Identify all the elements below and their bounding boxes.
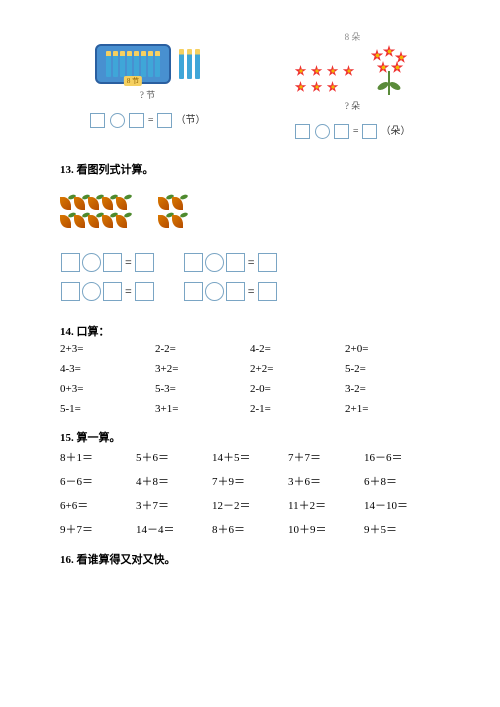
q15-heading: 15. 算一算。 [60, 429, 440, 445]
blank-box [129, 113, 144, 128]
blank-op [315, 124, 330, 139]
blank-box [295, 124, 310, 139]
blank-box [157, 113, 172, 128]
battery-under-label: ? 节 [60, 88, 235, 101]
arith-cell: 9＋5＝ [364, 517, 440, 541]
blank-box [362, 124, 377, 139]
leaf-group-a [60, 197, 130, 231]
arith-cell: 5-2= [345, 359, 440, 379]
flower-bouquet [367, 45, 411, 95]
q13-equations: = = = = [60, 253, 440, 301]
arith-cell: 12－2＝ [212, 493, 288, 517]
arith-cell: 2+1= [345, 399, 440, 419]
arith-cell: 3+2= [155, 359, 250, 379]
arith-cell: 2-2= [155, 339, 250, 359]
blank-box [90, 113, 105, 128]
arith-cell: 5-1= [60, 399, 155, 419]
battery-equation-row: = （节） [60, 111, 235, 128]
q13-eq-1: = [60, 253, 155, 272]
arith-cell: 8＋6＝ [212, 517, 288, 541]
flower-equation-row: = （朵） [265, 122, 440, 139]
arith-cell: 3＋6＝ [288, 469, 364, 493]
arith-cell: 6－6＝ [60, 469, 136, 493]
equals-sign: = [148, 115, 154, 126]
q12-figures: 8 节 ? 节 = （节） 8 朵 [60, 30, 440, 139]
arith-cell: 2+0= [345, 339, 440, 359]
arith-cell: 8＋1＝ [60, 445, 136, 469]
arith-cell: 5-3= [155, 379, 250, 399]
arith-cell: 4-2= [250, 339, 345, 359]
arith-cell: 6+6＝ [60, 493, 136, 517]
q14-heading: 14. 口算： [60, 323, 440, 339]
q13-eq-4: = [183, 282, 278, 301]
arith-cell: 10＋9＝ [288, 517, 364, 541]
unit-label: （节） [176, 115, 206, 126]
arith-cell: 2+3= [60, 339, 155, 359]
battery-figure: 8 节 ? 节 = （节） [60, 30, 235, 139]
arith-cell: 14－10＝ [364, 493, 440, 517]
arith-cell: 6＋8＝ [364, 469, 440, 493]
blank-op [110, 113, 125, 128]
arith-cell: 16－6＝ [364, 445, 440, 469]
arith-cell: 7＋9＝ [212, 469, 288, 493]
bouquet-count-label: 8 朵 [265, 30, 440, 43]
q15-table: 8＋1＝5＋6＝14＋5＝7＋7＝16－6＝ 6－6＝4＋8＝7＋9＝3＋6＝6＋… [60, 445, 440, 541]
arith-cell: 2+2= [250, 359, 345, 379]
arith-cell: 2-0= [250, 379, 345, 399]
arith-cell: 9＋7＝ [60, 517, 136, 541]
arith-cell: 7＋7＝ [288, 445, 364, 469]
leaf-group-b [158, 197, 186, 231]
arith-cell: 11＋2＝ [288, 493, 364, 517]
q13-heading: 13. 看图列式计算。 [60, 161, 440, 177]
arith-cell: 3+1= [155, 399, 250, 419]
q16-heading: 16. 看谁算得又对又快。 [60, 551, 440, 567]
blank-box [334, 124, 349, 139]
flower-under-label: ? 朵 [265, 99, 440, 112]
arith-cell: 3＋7＝ [136, 493, 212, 517]
loose-batteries [179, 49, 200, 79]
flower-figure: 8 朵 ? 朵 [265, 30, 440, 139]
equals-sign: = [353, 126, 359, 137]
q13-leaf-groups [60, 197, 440, 231]
arith-cell: 2-1= [250, 399, 345, 419]
arith-cell: 0+3= [60, 379, 155, 399]
arith-cell: 14＋5＝ [212, 445, 288, 469]
battery-pack: 8 节 [95, 44, 171, 84]
arith-cell: 14－4＝ [136, 517, 212, 541]
arith-cell: 4＋8＝ [136, 469, 212, 493]
arith-cell: 3-2= [345, 379, 440, 399]
scattered-flowers [295, 65, 357, 95]
arith-cell: 4-3= [60, 359, 155, 379]
q13-eq-3: = [60, 282, 155, 301]
unit-label: （朵） [381, 126, 411, 137]
q13-eq-2: = [183, 253, 278, 272]
arith-cell: 5＋6＝ [136, 445, 212, 469]
pack-label: 8 节 [124, 76, 142, 86]
q14-table: 2+3=2-2=4-2=2+0= 4-3=3+2=2+2=5-2= 0+3=5-3=… [60, 339, 440, 419]
